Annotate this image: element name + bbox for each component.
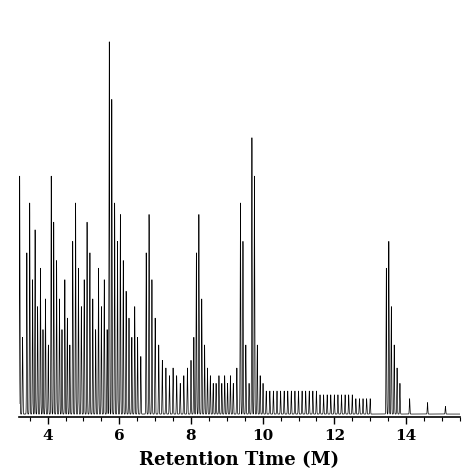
X-axis label: Retention Time (M): Retention Time (M) bbox=[139, 451, 339, 469]
